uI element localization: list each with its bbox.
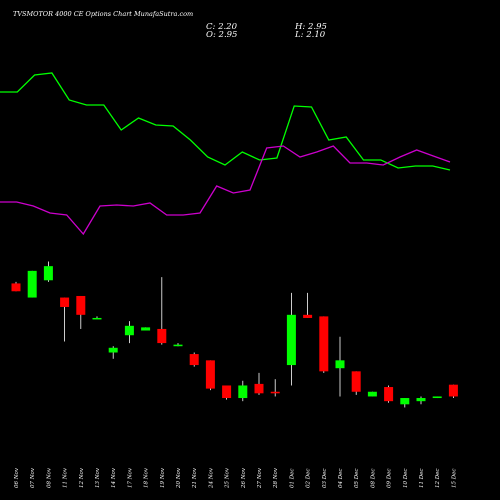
chart-title: TVSMOTOR 4000 CE Options Chart MunafaSut… [13,10,193,18]
candle-body [141,327,151,331]
x-tick-label: 07 Nov [30,467,36,488]
candle [173,343,183,347]
candle-body [238,385,248,399]
candle-body [189,354,199,366]
candle [124,321,134,344]
candle-body [11,283,21,292]
candle-body [173,344,183,347]
candle-body [157,328,167,344]
candle-body [60,297,70,307]
candle [400,398,410,408]
candle [60,297,70,342]
candle [205,360,215,391]
candle-body [205,360,215,389]
x-tick-label: 05 Dec [354,469,360,489]
x-tick-label: 12 Nov [79,467,85,488]
x-axis-ticks: 06 Nov 07 Nov 08 Nov 11 Nov 12 Nov 13 Nov 14 N… [14,467,457,489]
candle-body [92,317,102,320]
x-tick-label: 17 Nov [127,467,133,488]
x-tick-label: 11 Nov [63,467,69,488]
candle [303,292,313,318]
x-tick-label: 15 Dec [451,469,457,489]
candle [141,327,151,331]
candle [416,396,426,405]
candle [448,384,458,399]
candle-body [384,387,394,402]
x-tick-label: 08 Nov [46,467,52,488]
x-tick-label: 21 Nov [192,467,198,489]
candle [367,391,377,397]
x-tick-label: 25 Nov [225,467,231,489]
candle-body [286,314,296,366]
x-tick-label: 26 Nov [241,467,247,489]
candle [432,396,442,399]
candle [189,352,199,367]
green-line [0,72,451,171]
candle-body [124,325,134,336]
x-tick-label: 03 Dec [322,469,328,489]
candle-body [335,360,345,369]
x-tick-label: 24 Nov [208,467,214,489]
indicator-lines [0,72,451,236]
candle [384,385,394,403]
x-tick-label: 20 Nov [176,467,182,489]
candle [351,371,361,395]
candle [270,379,280,397]
x-tick-label: 10 Dec [403,469,409,489]
x-tick-label: 12 Dec [435,469,441,489]
x-tick-label: 28 Nov [273,467,279,489]
open-value: O: 2.95 [206,30,237,40]
candle-body [448,384,458,397]
candle [254,372,264,395]
x-tick-label: 01 Dec [289,469,295,489]
candle-body [43,266,53,281]
x-tick-label: 02 Dec [306,469,312,489]
candle-body [319,316,329,372]
candle-body [367,391,377,397]
candle [286,292,296,386]
candle-body [76,295,86,315]
candle [335,336,345,397]
candle [108,346,118,359]
x-tick-label: 08 Dec [370,469,376,489]
candle-body [303,314,313,318]
candle-body [222,385,232,399]
candle-body [270,391,280,394]
candle [27,270,37,298]
candle-body [108,347,118,353]
low-value: L: 2.10 [294,30,326,40]
x-tick-label: 06 Nov [14,467,20,488]
x-tick-label: 19 Nov [160,467,166,488]
high-value: H: 2.95 [294,22,327,32]
candle [11,281,21,292]
x-tick-label: 11 Dec [419,469,425,489]
candle [92,316,102,320]
x-tick-label: 27 Nov [257,467,263,489]
candle [43,261,53,282]
candle-body [351,371,361,392]
x-tick-label: 04 Dec [338,469,344,489]
x-tick-label: 14 Nov [111,467,117,488]
candle [76,295,86,329]
candle-body [27,270,37,298]
x-tick-label: 09 Dec [387,469,393,489]
candle [157,277,167,345]
candle-body [254,383,264,394]
magenta-line [0,145,451,236]
candle [222,385,232,400]
candle [238,380,248,402]
x-tick-label: 13 Nov [95,467,101,488]
candle-body [400,398,410,405]
candle-body [416,398,426,402]
candles [11,261,458,408]
candle-body [432,396,442,399]
candle [319,316,329,373]
close-value: C: 2.20 [206,22,238,32]
x-tick-label: 18 Nov [144,467,150,488]
